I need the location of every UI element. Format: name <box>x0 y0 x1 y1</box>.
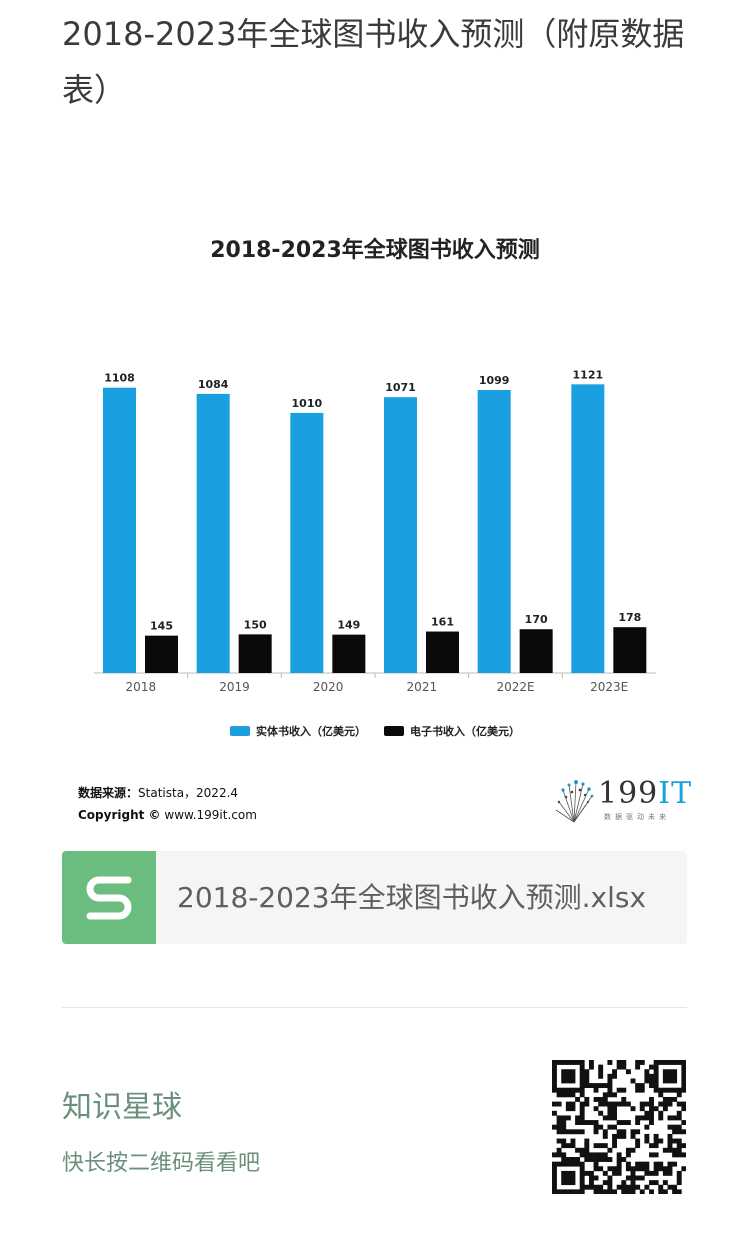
data-label-physical-2022E: 1099 <box>479 374 510 387</box>
bar-physical-2020 <box>290 412 324 673</box>
divider <box>62 1007 687 1008</box>
x-tick-label-2020: 2020 <box>313 680 344 694</box>
logo-wordmark: 199IT <box>598 776 692 811</box>
legend-label-ebook: 电子书收入（亿美元） <box>410 725 520 738</box>
page-title: 2018-2023年全球图书收入预测（附原数据表） <box>62 15 685 109</box>
source-note: 数据来源：Statista，2022.4 Copyright © www.199… <box>78 782 257 826</box>
data-label-ebook-2020: 149 <box>337 619 360 632</box>
x-tick-label-2019: 2019 <box>219 680 250 694</box>
source-text: Statista，2022.4 <box>138 786 239 800</box>
spreadsheet-s-icon <box>62 851 156 944</box>
chart-legend: 实体书收入（亿美元） 电子书收入（亿美元） <box>0 723 750 739</box>
x-tick-label-2021: 2021 <box>407 680 438 694</box>
data-label-physical-2021: 1071 <box>385 381 416 394</box>
data-label-physical-2020: 1010 <box>292 397 323 410</box>
legend-item-physical: 实体书收入（亿美元） <box>230 723 366 739</box>
data-label-ebook-2019: 150 <box>244 618 267 631</box>
bar-ebook-2019 <box>238 634 272 673</box>
source-label: 数据来源： <box>78 786 139 800</box>
logo-tagline: 数据驱动未来 <box>604 813 670 821</box>
bar-ebook-2020 <box>332 634 366 673</box>
bar-physical-2019 <box>196 393 230 673</box>
data-label-physical-2023E: 1121 <box>573 368 604 381</box>
legend-item-ebook: 电子书收入（亿美元） <box>384 723 520 739</box>
bar-physical-2021 <box>384 397 417 673</box>
source-line: 数据来源：Statista，2022.4 <box>78 782 257 804</box>
file-name: 2018-2023年全球图书收入预测.xlsx <box>177 881 647 914</box>
planet-title: 知识星球 <box>62 1090 182 1125</box>
bar-physical-2023E <box>571 384 605 673</box>
data-label-ebook-2021: 161 <box>431 616 454 629</box>
bar-chart: 1108 145 2018 1084 150 2019 1010 149 2020 1071 161… <box>94 368 656 694</box>
copyright-url: www.199it.com <box>164 808 257 822</box>
s-letter-icon <box>86 876 132 920</box>
copyright-line: Copyright © www.199it.com <box>78 804 257 826</box>
data-label-physical-2019: 1084 <box>198 378 229 391</box>
file-attachment[interactable]: 2018-2023年全球图书收入预测.xlsx <box>62 851 687 944</box>
legend-swatch-physical <box>230 726 250 736</box>
planet-subtitle: 快长按二维码看看吧 <box>62 1151 261 1176</box>
chart-title: 2018-2023年全球图书收入预测 <box>210 238 540 263</box>
x-tick-label-2022E: 2022E <box>496 680 534 694</box>
bar-ebook-2022E <box>519 629 553 673</box>
bar-physical-2022E <box>477 390 511 673</box>
data-label-ebook-2022E: 170 <box>525 613 548 626</box>
logo-it: IT <box>658 776 693 811</box>
qr-code-icon[interactable] <box>552 1060 686 1194</box>
bar-ebook-2018 <box>145 635 178 673</box>
bar-physical-2018 <box>103 387 136 673</box>
logo-number: 199 <box>598 776 659 811</box>
legend-swatch-ebook <box>384 726 404 736</box>
copyright-label: Copyright © <box>78 808 161 822</box>
data-label-physical-2018: 1108 <box>104 372 135 385</box>
data-label-ebook-2018: 145 <box>150 620 173 633</box>
data-label-ebook-2023E: 178 <box>618 611 641 624</box>
199it-logo: 199IT 数据驱动未来 <box>552 776 691 826</box>
x-tick-label-2023E: 2023E <box>590 680 628 694</box>
x-tick-label-2018: 2018 <box>126 680 157 694</box>
legend-label-physical: 实体书收入（亿美元） <box>256 725 366 738</box>
bar-ebook-2023E <box>613 627 647 673</box>
dandelion-logo-icon <box>555 780 594 823</box>
bar-ebook-2021 <box>426 631 459 673</box>
